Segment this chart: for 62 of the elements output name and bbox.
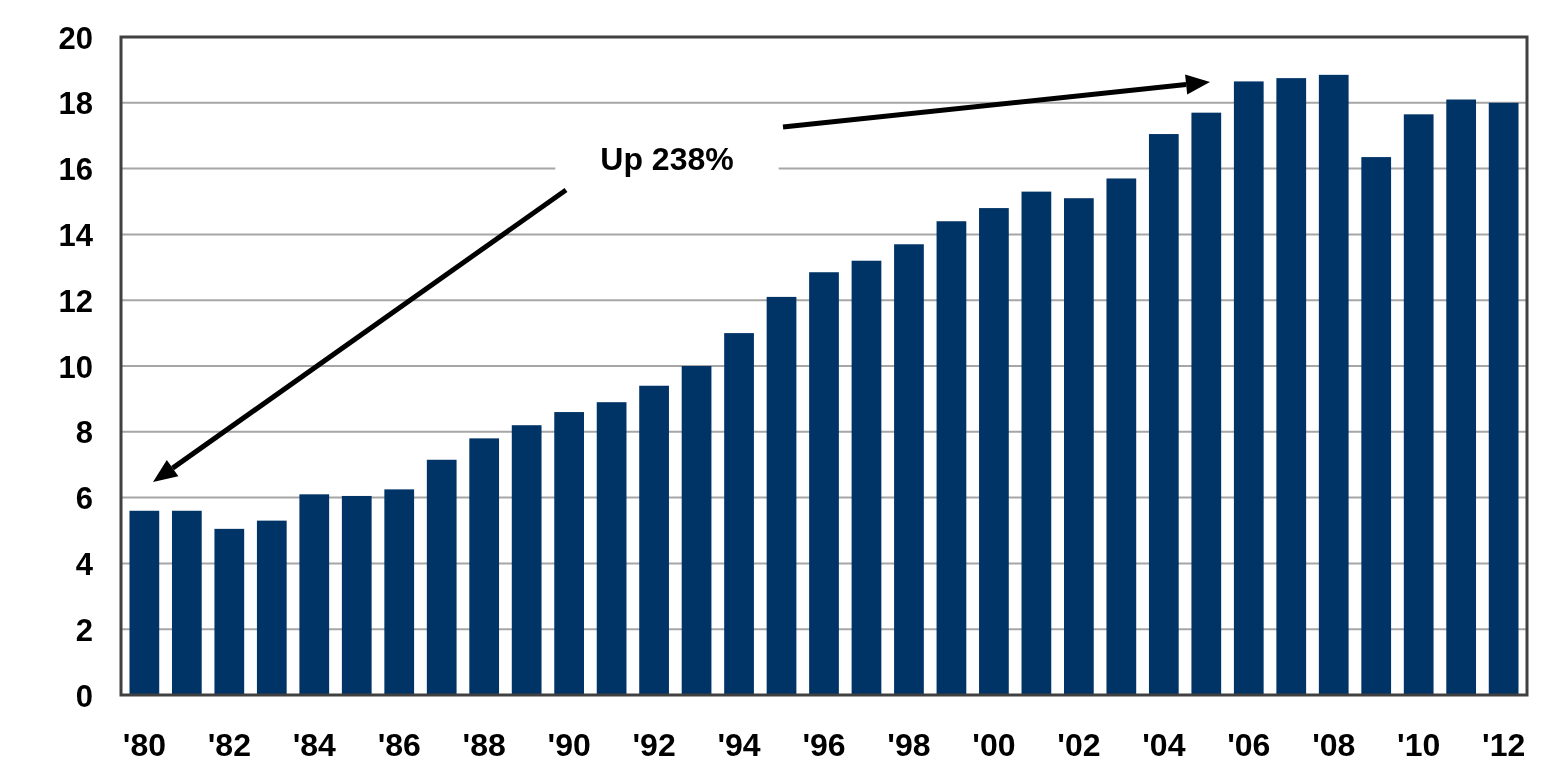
bar bbox=[979, 208, 1009, 695]
x-tick-label: '90 bbox=[547, 726, 591, 763]
bar bbox=[809, 272, 839, 695]
x-tick-label: '80 bbox=[122, 726, 166, 763]
annotation: Up 238% bbox=[600, 141, 734, 177]
bar bbox=[936, 221, 967, 695]
y-tick-label: 4 bbox=[75, 547, 94, 583]
x-tick-label: '84 bbox=[292, 726, 337, 763]
bar bbox=[341, 495, 372, 695]
x-tick-label: '04 bbox=[1142, 726, 1186, 763]
bar bbox=[639, 385, 669, 695]
y-tick-label: 18 bbox=[58, 86, 93, 122]
y-tick-label: 6 bbox=[75, 481, 93, 517]
bar bbox=[1276, 78, 1307, 695]
y-tick-label: 8 bbox=[75, 415, 93, 451]
x-tick-label: '88 bbox=[462, 726, 506, 763]
bar bbox=[129, 510, 160, 695]
x-tick-label: '12 bbox=[1482, 726, 1526, 763]
bar bbox=[1446, 99, 1477, 695]
bar bbox=[1361, 157, 1392, 695]
bar bbox=[681, 366, 712, 695]
bar bbox=[1021, 191, 1052, 695]
y-tick-label: 10 bbox=[58, 349, 93, 385]
bar bbox=[554, 412, 584, 695]
bar bbox=[469, 438, 500, 695]
y-tick-label: 16 bbox=[58, 152, 93, 188]
y-tick-label: 20 bbox=[58, 20, 93, 56]
x-tick-label: '94 bbox=[717, 726, 761, 763]
y-tick-label: 0 bbox=[75, 678, 93, 714]
x-tick-label: '96 bbox=[802, 726, 846, 763]
bar bbox=[511, 425, 542, 695]
bar bbox=[171, 510, 202, 695]
y-tick-label: 2 bbox=[75, 612, 93, 648]
bar bbox=[1233, 81, 1264, 695]
bar bbox=[384, 489, 415, 695]
x-tick-label: '86 bbox=[377, 726, 421, 763]
bar bbox=[1318, 74, 1349, 695]
x-tick-label: '02 bbox=[1057, 726, 1101, 763]
y-tick-label: 12 bbox=[58, 283, 93, 319]
x-tick-label: '92 bbox=[632, 726, 676, 763]
x-tick-label: '00 bbox=[972, 726, 1016, 763]
x-tick-label: '10 bbox=[1397, 726, 1441, 763]
bar bbox=[256, 520, 287, 695]
bar bbox=[1148, 134, 1179, 695]
bar bbox=[766, 296, 797, 695]
x-tick-label: '06 bbox=[1227, 726, 1271, 763]
bar bbox=[214, 528, 245, 695]
bar bbox=[596, 402, 627, 695]
bar bbox=[851, 260, 882, 695]
bar bbox=[894, 244, 924, 695]
bar bbox=[299, 494, 330, 695]
x-tick-label: '98 bbox=[887, 726, 931, 763]
x-tick-label: '08 bbox=[1312, 726, 1356, 763]
bar bbox=[426, 459, 457, 695]
y-tick-label: 14 bbox=[58, 218, 94, 254]
x-tick-label: '82 bbox=[207, 726, 251, 763]
bar bbox=[1064, 198, 1094, 695]
bar bbox=[1403, 114, 1434, 695]
bar bbox=[1191, 112, 1222, 695]
bar bbox=[1106, 178, 1137, 695]
bar bbox=[724, 333, 754, 695]
bar bbox=[1488, 102, 1519, 695]
